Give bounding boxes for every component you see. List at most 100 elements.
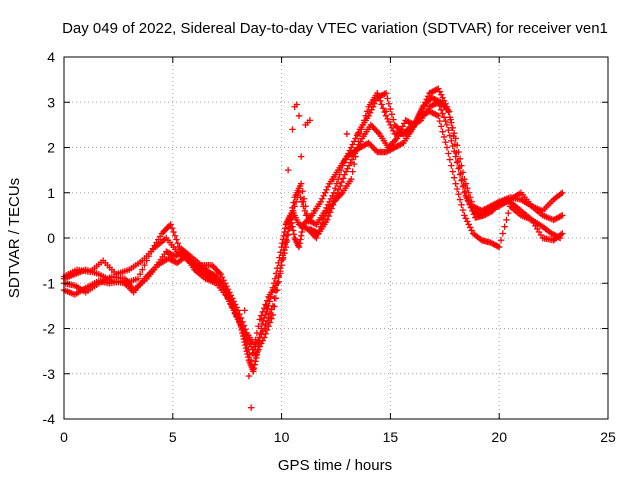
data-point — [214, 267, 221, 275]
data-point — [275, 278, 282, 285]
data-point — [451, 174, 458, 181]
data-point — [353, 132, 361, 139]
data-point — [243, 341, 250, 348]
y-tick-label: 1 — [47, 185, 55, 201]
data-point — [449, 168, 456, 175]
data-point — [439, 110, 446, 117]
data-point — [168, 224, 176, 232]
data-point — [243, 334, 250, 341]
chart-title: Day 049 of 2022, Sidereal Day-to-day VTE… — [62, 20, 608, 37]
x-tick-label: 0 — [60, 429, 68, 445]
data-point — [466, 194, 474, 201]
data-point — [281, 246, 288, 254]
data-point — [384, 115, 391, 123]
data-point — [442, 139, 449, 146]
data-point — [297, 236, 304, 243]
data-point — [462, 215, 470, 222]
data-point — [269, 302, 277, 310]
data-point — [465, 221, 472, 228]
data-point — [369, 103, 377, 110]
data-point — [223, 292, 230, 299]
data-point — [439, 94, 446, 101]
data-point — [398, 140, 406, 147]
y-tick-label: 3 — [47, 94, 55, 110]
data-point — [284, 166, 292, 174]
data-point — [336, 171, 343, 178]
data-point — [372, 97, 380, 104]
data-point — [382, 90, 390, 97]
data-point — [449, 124, 456, 132]
data-point — [440, 97, 448, 104]
x-tick-label: 5 — [169, 429, 177, 445]
data-point — [335, 186, 343, 193]
data-point — [369, 144, 377, 151]
data-point — [290, 231, 298, 238]
data-point — [503, 216, 510, 224]
data-point — [245, 372, 253, 380]
data-point — [250, 364, 258, 372]
data-point — [390, 127, 397, 135]
data-point — [392, 136, 399, 144]
data-point — [453, 159, 461, 166]
data-point — [252, 336, 259, 344]
data-point — [317, 198, 324, 205]
data-point — [160, 228, 167, 236]
data-point — [414, 114, 422, 121]
data-point — [252, 358, 259, 365]
data-point — [330, 189, 338, 196]
data-point — [410, 123, 417, 130]
data-point — [263, 326, 271, 334]
data-point — [324, 183, 332, 190]
data-point — [456, 196, 464, 203]
data-point — [320, 192, 327, 199]
data-point — [435, 112, 442, 120]
data-point — [557, 231, 565, 238]
data-point — [314, 231, 322, 238]
data-point — [317, 223, 324, 230]
data-point — [459, 183, 467, 190]
x-tick-label: 15 — [383, 429, 399, 445]
data-point — [437, 123, 445, 130]
data-point — [435, 99, 442, 106]
data-point — [451, 148, 458, 155]
data-point — [324, 216, 331, 224]
data-point — [220, 286, 227, 293]
data-point — [230, 307, 237, 314]
series-track-a — [60, 108, 564, 375]
data-point — [352, 153, 359, 160]
data-point — [371, 126, 379, 133]
data-point — [559, 230, 566, 237]
x-axis-label: GPS time / hours — [278, 457, 392, 474]
data-point — [436, 102, 443, 110]
data-point — [333, 180, 340, 187]
data-point — [276, 270, 284, 277]
data-point — [451, 129, 458, 137]
data-point — [319, 219, 326, 227]
data-point — [170, 228, 177, 236]
data-point — [420, 102, 427, 109]
data-point — [297, 180, 305, 187]
data-point — [236, 319, 243, 326]
data-point — [292, 198, 300, 205]
data-point — [291, 203, 298, 210]
data-point — [234, 316, 242, 323]
data-point — [348, 175, 355, 183]
data-point — [351, 150, 359, 157]
data-point — [342, 168, 350, 175]
data-point — [499, 230, 507, 237]
data-point — [423, 96, 430, 103]
data-point — [446, 156, 454, 163]
data-point — [494, 199, 501, 206]
data-point — [443, 103, 451, 110]
data-point — [258, 331, 265, 338]
data-point — [136, 271, 144, 278]
data-point — [349, 141, 356, 148]
data-point — [353, 145, 361, 153]
data-point — [452, 180, 459, 187]
data-point — [298, 228, 306, 236]
data-point — [275, 259, 282, 267]
y-tick-label: 2 — [47, 140, 55, 156]
data-point — [245, 337, 252, 344]
data-point — [303, 212, 310, 219]
data-point — [461, 212, 468, 219]
